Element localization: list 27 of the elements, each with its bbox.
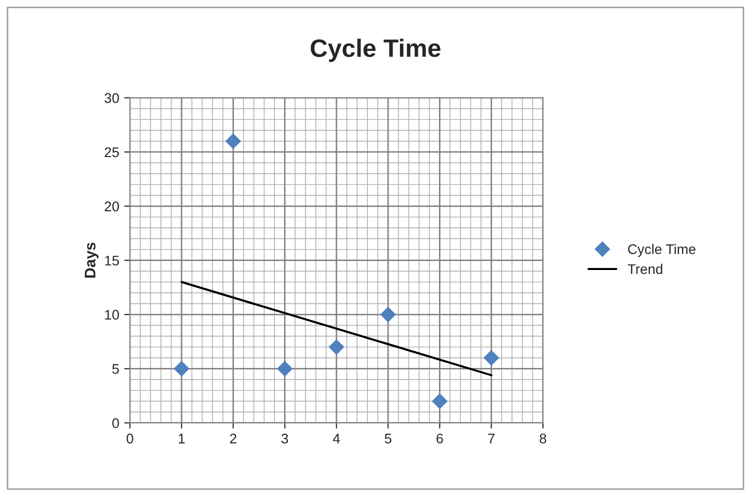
point [277, 360, 293, 376]
x-tick-label: 5 [384, 434, 392, 444]
y-tick-label: 20 [104, 201, 119, 212]
x-tick-label: 2 [230, 434, 236, 444]
x-tick-label: 8 [540, 434, 546, 444]
point [380, 306, 396, 322]
point [484, 350, 500, 366]
x-tick-label: 6 [436, 434, 443, 444]
y-axis-title: Days [84, 242, 99, 278]
y-tick-label: 30 [104, 93, 119, 103]
point [225, 133, 241, 149]
x-tick-label: 7 [488, 434, 495, 444]
chart-title: Cycle Time [310, 38, 440, 62]
y-tick-label: 5 [112, 364, 119, 374]
legend-label: Cycle Time [628, 244, 696, 257]
point [328, 339, 344, 355]
x-tick-label: 3 [281, 434, 288, 444]
x-tick-label: 1 [178, 434, 185, 444]
x-tick-label: 4 [332, 434, 340, 444]
y-tick-label: 15 [105, 256, 119, 266]
point [174, 360, 190, 376]
legend-label: Trend [628, 264, 662, 274]
y-tick-label: 25 [104, 147, 119, 158]
y-tick-label: 0 [112, 418, 119, 428]
y-tick-label: 10 [105, 310, 119, 320]
point [432, 393, 448, 409]
x-tick-label: 0 [126, 434, 134, 444]
